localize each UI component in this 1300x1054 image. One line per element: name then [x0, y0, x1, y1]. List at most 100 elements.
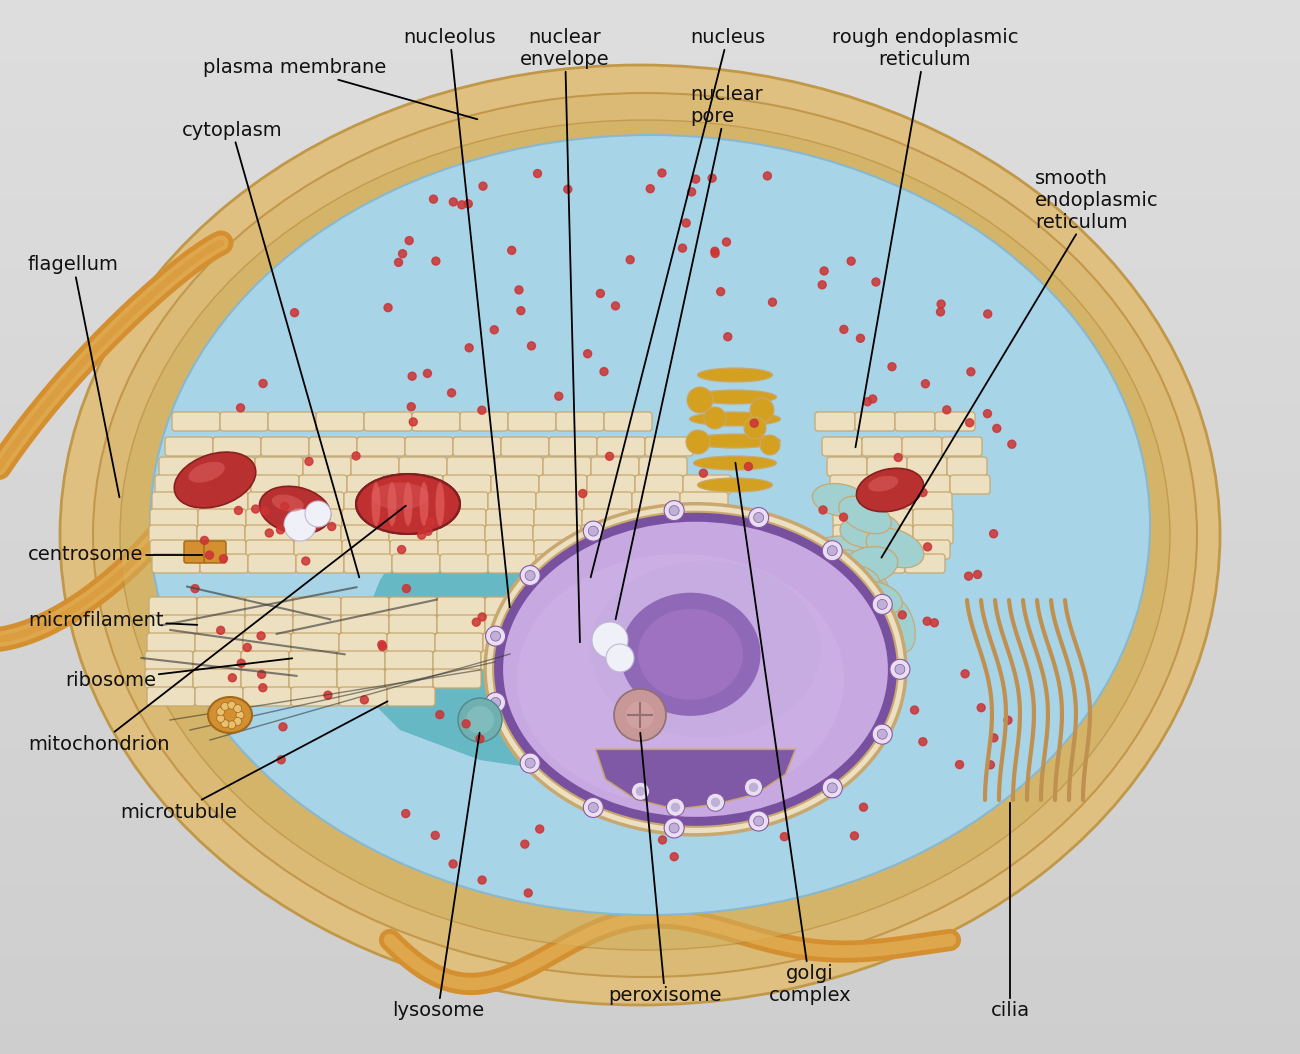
FancyBboxPatch shape [874, 525, 913, 544]
Circle shape [672, 803, 680, 812]
Circle shape [465, 344, 473, 352]
FancyBboxPatch shape [294, 540, 342, 559]
Circle shape [919, 488, 927, 496]
Circle shape [679, 245, 686, 252]
FancyBboxPatch shape [200, 492, 248, 511]
FancyBboxPatch shape [387, 687, 436, 706]
Text: lysosome: lysosome [391, 733, 484, 1020]
FancyBboxPatch shape [630, 509, 679, 528]
FancyBboxPatch shape [870, 540, 910, 559]
FancyBboxPatch shape [946, 457, 987, 476]
FancyBboxPatch shape [485, 614, 533, 635]
Circle shape [432, 832, 439, 839]
Circle shape [658, 169, 666, 177]
Circle shape [564, 186, 572, 193]
Circle shape [465, 706, 494, 734]
Circle shape [259, 379, 266, 388]
FancyBboxPatch shape [894, 412, 935, 431]
Circle shape [965, 572, 972, 580]
Ellipse shape [840, 562, 889, 599]
Circle shape [243, 643, 251, 651]
Circle shape [217, 707, 225, 716]
FancyBboxPatch shape [829, 540, 870, 559]
Circle shape [863, 397, 871, 406]
Circle shape [859, 803, 867, 812]
Circle shape [993, 425, 1001, 432]
Circle shape [840, 326, 848, 333]
Circle shape [486, 626, 506, 646]
FancyBboxPatch shape [385, 651, 433, 670]
Ellipse shape [493, 512, 898, 826]
FancyBboxPatch shape [243, 687, 291, 706]
Circle shape [252, 505, 260, 513]
Text: nuclear
envelope: nuclear envelope [520, 28, 610, 642]
FancyBboxPatch shape [204, 541, 226, 563]
Circle shape [750, 783, 758, 792]
FancyBboxPatch shape [486, 540, 534, 559]
Circle shape [352, 452, 360, 460]
FancyBboxPatch shape [460, 412, 508, 431]
Circle shape [515, 286, 523, 294]
FancyBboxPatch shape [827, 457, 867, 476]
Circle shape [627, 256, 634, 264]
Ellipse shape [419, 482, 429, 527]
FancyBboxPatch shape [549, 437, 597, 456]
Circle shape [486, 692, 506, 713]
Circle shape [984, 310, 992, 318]
Circle shape [360, 696, 368, 704]
Ellipse shape [854, 573, 898, 617]
FancyBboxPatch shape [905, 554, 945, 573]
Circle shape [984, 410, 992, 417]
Text: golgi
complex: golgi complex [736, 463, 852, 1006]
Circle shape [528, 341, 536, 350]
Circle shape [447, 389, 455, 397]
FancyBboxPatch shape [150, 525, 198, 544]
FancyBboxPatch shape [364, 412, 412, 431]
Circle shape [942, 406, 950, 414]
Ellipse shape [208, 697, 252, 733]
Circle shape [961, 669, 968, 678]
FancyBboxPatch shape [597, 437, 645, 456]
Circle shape [670, 823, 679, 833]
FancyBboxPatch shape [829, 475, 870, 494]
FancyBboxPatch shape [207, 457, 255, 476]
FancyBboxPatch shape [246, 509, 294, 528]
FancyBboxPatch shape [822, 437, 862, 456]
Circle shape [394, 258, 403, 267]
FancyBboxPatch shape [292, 597, 341, 616]
Circle shape [922, 379, 929, 388]
FancyBboxPatch shape [536, 492, 584, 511]
Circle shape [919, 738, 927, 745]
FancyBboxPatch shape [261, 437, 309, 456]
FancyBboxPatch shape [172, 412, 220, 431]
FancyBboxPatch shape [389, 525, 437, 544]
Circle shape [878, 729, 887, 739]
Circle shape [760, 435, 780, 455]
Circle shape [670, 506, 679, 515]
Ellipse shape [485, 504, 906, 835]
Circle shape [533, 170, 542, 177]
FancyBboxPatch shape [491, 475, 540, 494]
Ellipse shape [94, 93, 1197, 977]
Circle shape [424, 527, 432, 535]
Circle shape [646, 184, 654, 193]
FancyBboxPatch shape [198, 614, 244, 635]
FancyBboxPatch shape [533, 597, 581, 616]
FancyBboxPatch shape [165, 437, 213, 456]
Circle shape [671, 853, 679, 861]
Circle shape [850, 832, 858, 840]
Circle shape [257, 631, 265, 640]
FancyBboxPatch shape [198, 525, 244, 544]
Circle shape [597, 290, 604, 297]
FancyBboxPatch shape [437, 597, 485, 616]
Circle shape [820, 267, 828, 275]
Circle shape [848, 257, 855, 266]
FancyBboxPatch shape [195, 633, 243, 652]
Circle shape [398, 546, 406, 553]
Circle shape [749, 811, 768, 831]
FancyBboxPatch shape [536, 554, 584, 573]
FancyBboxPatch shape [907, 457, 946, 476]
FancyBboxPatch shape [833, 509, 874, 528]
FancyBboxPatch shape [630, 540, 679, 559]
Circle shape [711, 248, 719, 255]
